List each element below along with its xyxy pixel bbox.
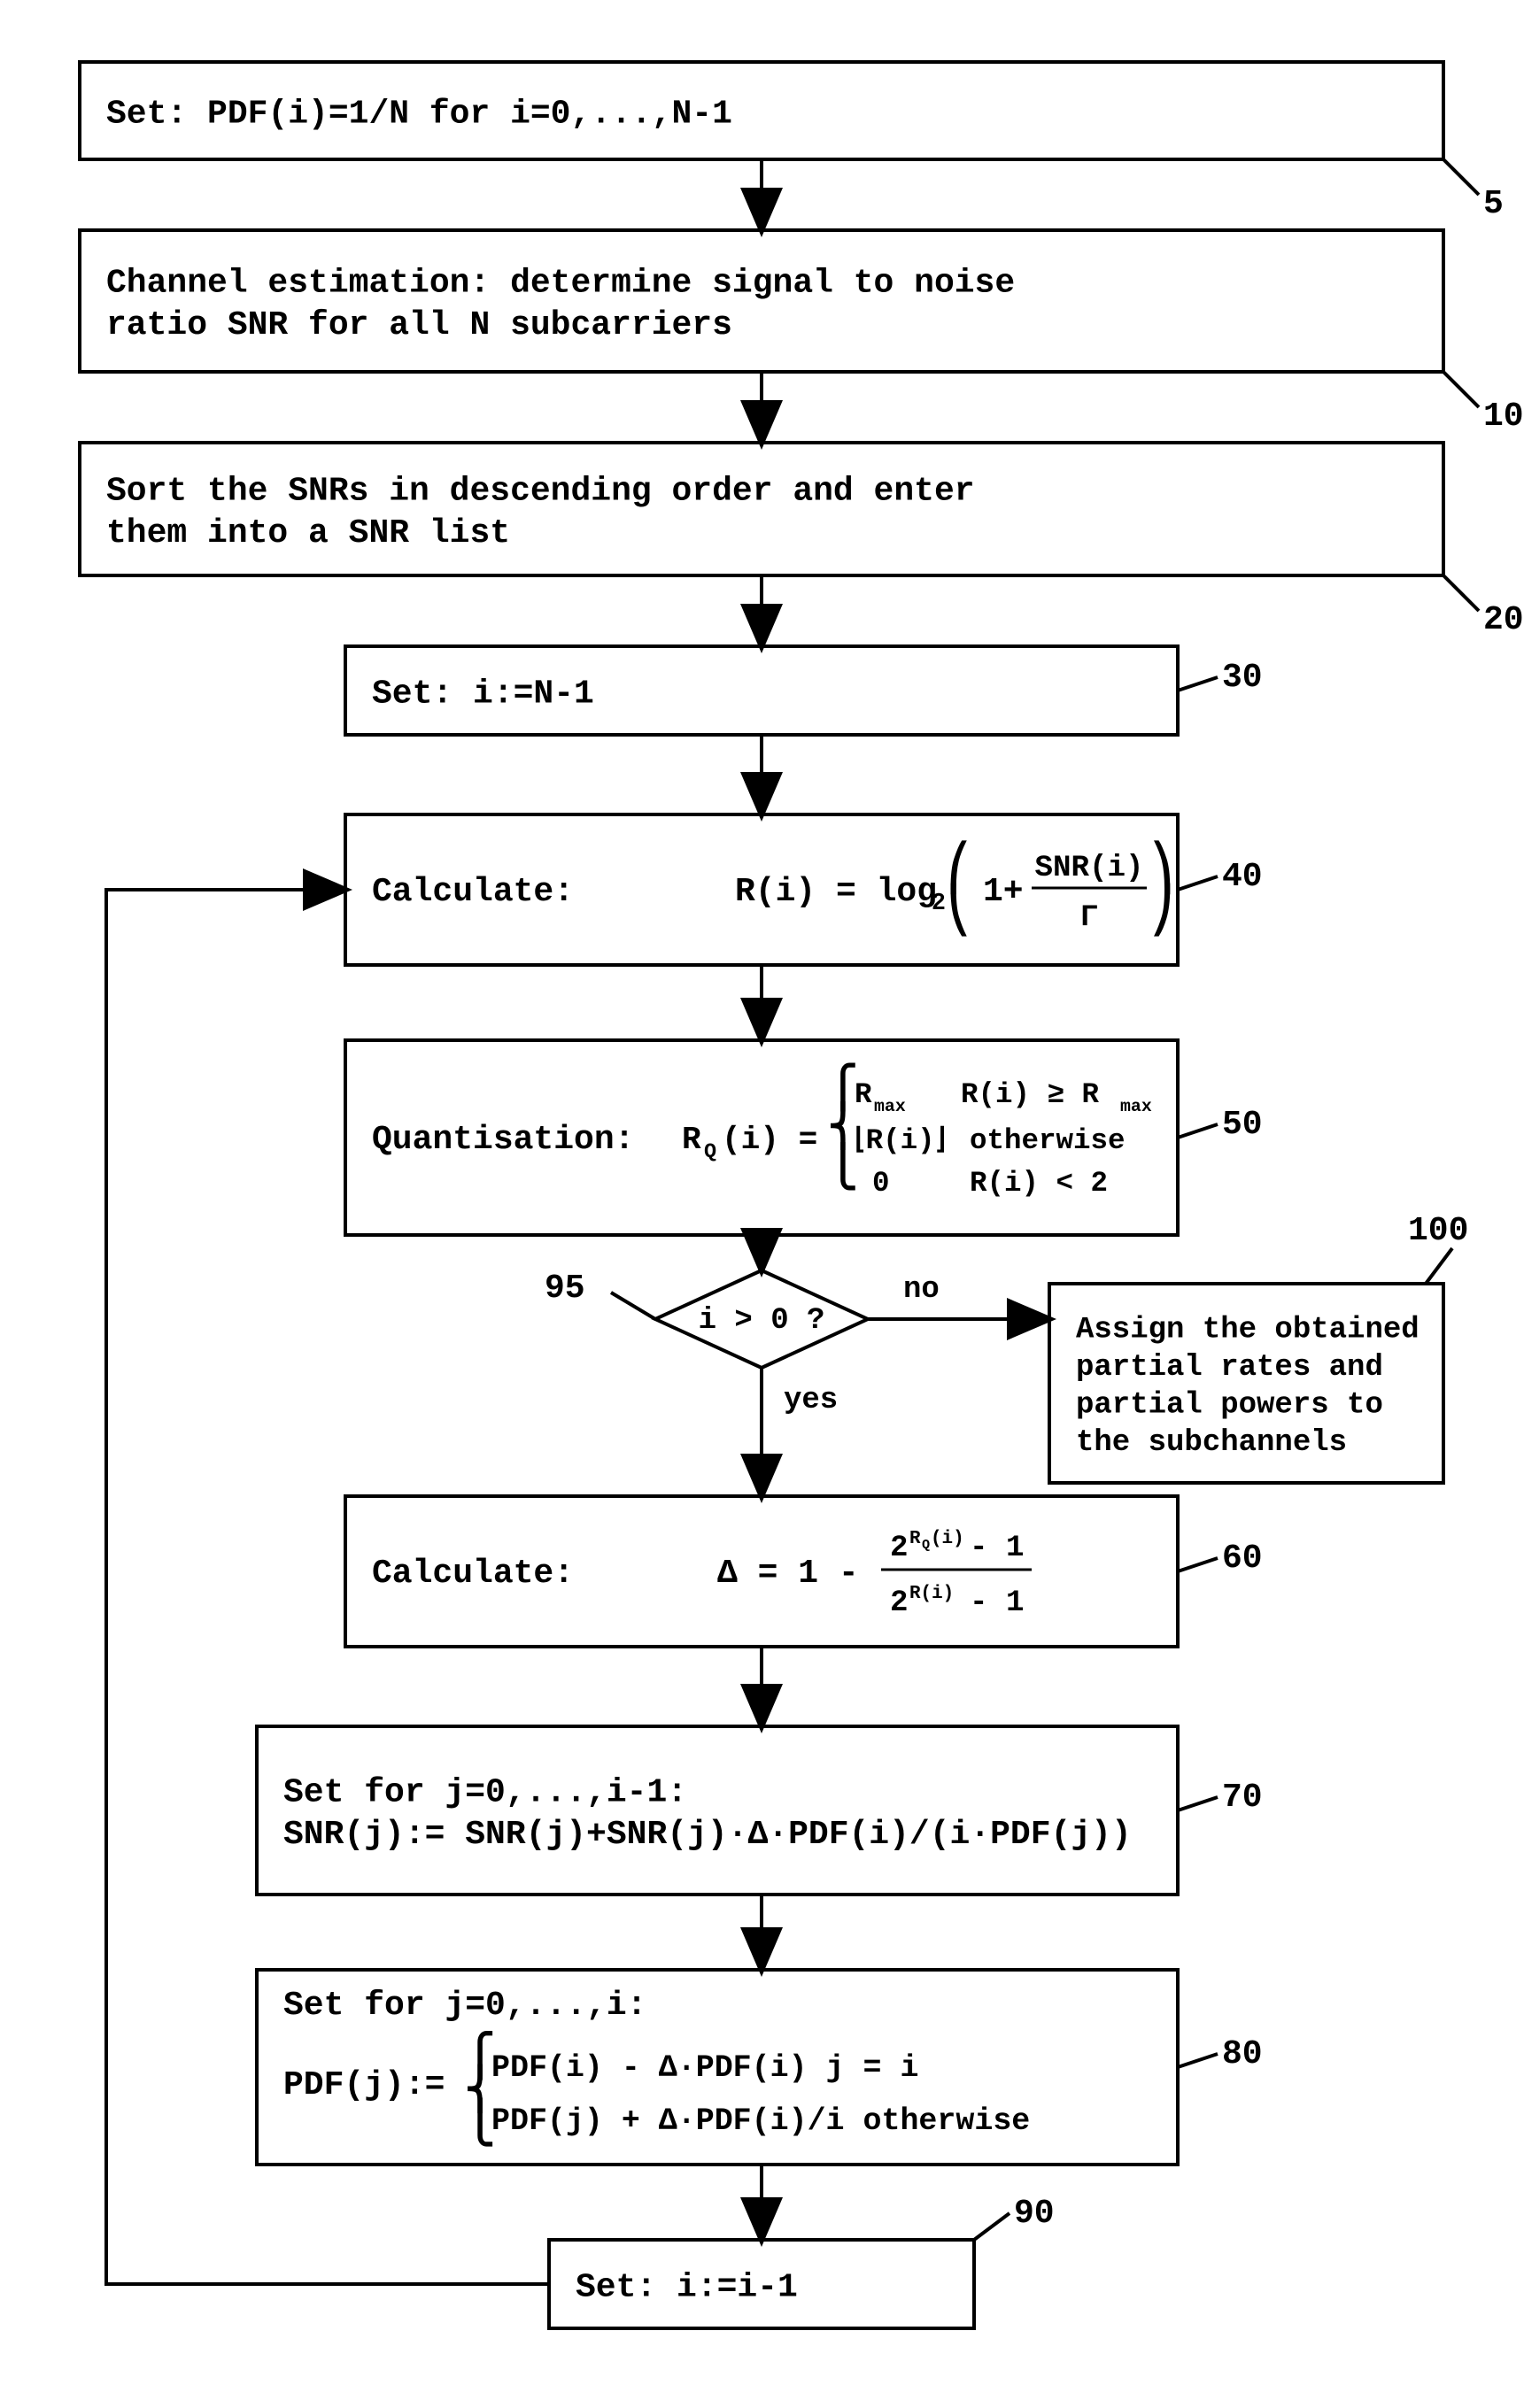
svg-text:Sort the SNRs in descending or: Sort the SNRs in descending order and en… — [106, 473, 975, 511]
svg-text:R(i) ≥ R: R(i) ≥ R — [961, 1078, 1099, 1111]
svg-text:partial rates and: partial rates and — [1076, 1351, 1383, 1385]
svg-text:0: 0 — [872, 1167, 890, 1200]
svg-text:40: 40 — [1222, 858, 1263, 896]
svg-text:them into a SNR list: them into a SNR list — [106, 514, 510, 552]
svg-text:Set: i:=i-1: Set: i:=i-1 — [576, 2268, 798, 2306]
svg-text:(i): (i) — [931, 1529, 964, 1549]
svg-text:SNR(i): SNR(i) — [1034, 852, 1143, 885]
svg-text:Set: P: Set: PDF(i)=1/N for i=0,...,N-1 — [106, 95, 732, 133]
svg-text:R: R — [682, 1122, 701, 1158]
svg-text:⎩: ⎩ — [828, 1141, 858, 1192]
svg-text:Quantisation:: Quantisation: — [372, 1121, 634, 1159]
svg-text:2: 2 — [890, 1532, 909, 1565]
svg-text:otherwise: otherwise — [970, 1124, 1125, 1157]
svg-text:Set for j=0,...,i:: Set for j=0,...,i: — [283, 1987, 646, 2025]
svg-text:Calculate:: Calculate: — [372, 873, 574, 911]
svg-text:max: max — [874, 1096, 906, 1116]
svg-text:Set: i:=N-1: Set: i:=N-1 — [372, 675, 594, 713]
svg-text:Calculate:: Calculate: — [372, 1555, 574, 1593]
flowchart-canvas: i > 0 ?Set: PDF(i)=1/N for i=0,...,N-1Ch… — [0, 0, 1524, 2408]
svg-text:Q: Q — [704, 1140, 716, 1164]
svg-text:the subchannels: the subchannels — [1076, 1426, 1347, 1460]
svg-text:ratio SNR for all N subcarrier: ratio SNR for all N subcarriers — [106, 306, 732, 344]
svg-text:R: R — [855, 1078, 872, 1111]
svg-text:20: 20 — [1483, 601, 1524, 639]
svg-text:Set for j=0,...,i-1:: Set for j=0,...,i-1: — [283, 1774, 687, 1812]
svg-text:R(i): R(i) — [909, 1584, 954, 1604]
svg-text:PDF(i) - Δ·PDF(i) j = i: PDF(i) - Δ·PDF(i) j = i — [491, 2051, 918, 2086]
svg-text:Channel estimation: determine: Channel estimation: determine signal to … — [106, 265, 1015, 303]
svg-text:90: 90 — [1014, 2195, 1055, 2233]
svg-text:no: no — [903, 1273, 940, 1307]
svg-text:- 1: - 1 — [970, 1532, 1025, 1565]
svg-text:- 1: - 1 — [970, 1586, 1025, 1620]
svg-text:30: 30 — [1222, 659, 1263, 697]
svg-text:PDF(j):=: PDF(j):= — [283, 2066, 445, 2104]
svg-text:2: 2 — [932, 890, 946, 916]
svg-text:5: 5 — [1483, 185, 1504, 223]
svg-text:max: max — [1120, 1096, 1152, 1116]
svg-text:i > 0 ?: i > 0 ? — [699, 1304, 825, 1338]
svg-text:95: 95 — [545, 1270, 585, 1308]
svg-text:Assign the obtained: Assign the obtained — [1076, 1314, 1420, 1347]
svg-text:SNR(j):= SNR(j)+SNR(j)·Δ·PDF(i: SNR(j):= SNR(j)+SNR(j)·Δ·PDF(i)/(i·PDF(j… — [283, 1816, 1132, 1854]
svg-text:70: 70 — [1222, 1779, 1263, 1817]
svg-text:Q: Q — [922, 1537, 930, 1553]
svg-text:PDF(j) + Δ·PDF(i)/i otherwise: PDF(j) + Δ·PDF(i)/i otherwise — [491, 2104, 1030, 2139]
svg-text:Γ: Γ — [1080, 901, 1099, 935]
svg-text:yes: yes — [784, 1384, 838, 1417]
svg-text:⎨: ⎨ — [828, 1100, 858, 1152]
svg-text:⎠: ⎠ — [1151, 884, 1173, 938]
svg-text:50: 50 — [1222, 1106, 1263, 1144]
svg-text:⎛: ⎛ — [948, 840, 970, 896]
svg-text:80: 80 — [1222, 2035, 1263, 2073]
svg-text:R(i) < 2: R(i) < 2 — [970, 1167, 1108, 1200]
svg-text:2: 2 — [890, 1586, 909, 1620]
svg-text:Δ = 1 -: Δ = 1 - — [717, 1555, 859, 1593]
svg-text:⎞: ⎞ — [1151, 840, 1173, 896]
svg-text:⌊R(i)⌋: ⌊R(i)⌋ — [855, 1124, 946, 1157]
svg-text:1+: 1+ — [983, 873, 1024, 911]
svg-text:60: 60 — [1222, 1540, 1263, 1578]
svg-text:10: 10 — [1483, 397, 1524, 436]
svg-text:R: R — [909, 1529, 921, 1549]
svg-text:100: 100 — [1408, 1212, 1468, 1250]
svg-text:R(i) = log: R(i) = log — [735, 873, 937, 911]
svg-text:(i) =: (i) = — [722, 1122, 817, 1158]
svg-text:partial powers to: partial powers to — [1076, 1389, 1383, 1423]
svg-text:⎝: ⎝ — [948, 884, 970, 938]
